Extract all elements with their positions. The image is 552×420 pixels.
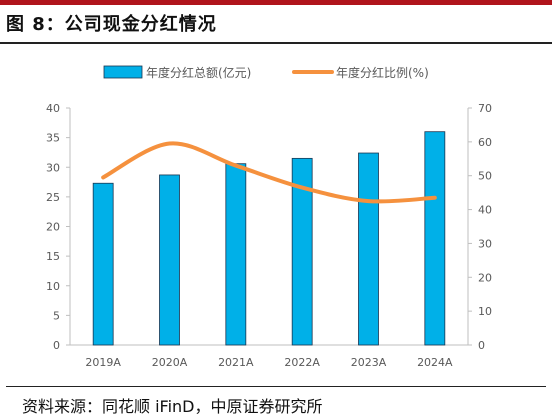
- axes: 0 5 10 15 20 25 30 35 40 0 10 20 30 40 50 60 70 2019A 2020…: [46, 102, 492, 369]
- bar-series: [92, 131, 446, 346]
- right-tick-label: 20: [478, 271, 492, 284]
- ratio-line: [101, 141, 437, 204]
- left-tick-label: 5: [53, 309, 60, 322]
- left-tick-label: 25: [46, 191, 60, 204]
- bar: [424, 131, 446, 346]
- right-tick-label: 0: [478, 339, 485, 352]
- right-tick-label: 10: [478, 305, 492, 318]
- top-accent-bar: [0, 0, 552, 5]
- x-tick-label: 2019A: [85, 356, 121, 369]
- x-tick-label: 2021A: [218, 356, 254, 369]
- source-note: 资料来源：同花顺 iFinD，中原证券研究所: [22, 397, 323, 416]
- x-tick-label: 2024A: [417, 356, 453, 369]
- bar: [358, 152, 379, 346]
- dividend-chart: 年度分红总额(亿元) 年度分红比例(%) 0 5 10 15 20 25 30 35 40 0 10 2…: [46, 65, 492, 369]
- left-tick-label: 20: [46, 221, 60, 234]
- bar: [225, 163, 247, 346]
- left-tick-label: 10: [46, 280, 60, 293]
- x-tick-label: 2022A: [284, 356, 320, 369]
- right-tick-label: 60: [478, 136, 492, 149]
- x-tick-label: 2023A: [351, 356, 387, 369]
- x-tick-label: 2020A: [152, 356, 188, 369]
- bar: [291, 157, 313, 346]
- right-tick-label: 70: [478, 102, 492, 115]
- legend-label-line: 年度分红比例(%): [336, 65, 429, 80]
- legend-label-bar: 年度分红总额(亿元): [146, 65, 251, 80]
- source-divider: [6, 386, 546, 387]
- left-tick-label: 15: [46, 250, 60, 263]
- legend: 年度分红总额(亿元) 年度分红比例(%): [103, 65, 429, 80]
- line-series: [101, 141, 437, 204]
- legend-swatch-bar: [103, 65, 143, 79]
- right-tick-label: 30: [478, 237, 492, 250]
- bar: [92, 182, 114, 346]
- left-tick-label: 30: [46, 161, 60, 174]
- left-tick-label: 40: [46, 102, 60, 115]
- title-divider: [0, 42, 552, 44]
- figure-title: 图 8：公司现金分红情况: [6, 14, 217, 35]
- right-tick-label: 40: [478, 204, 492, 217]
- left-tick-label: 0: [53, 339, 60, 352]
- right-tick-label: 50: [478, 170, 492, 183]
- bar: [159, 174, 180, 346]
- left-tick-label: 35: [46, 132, 60, 145]
